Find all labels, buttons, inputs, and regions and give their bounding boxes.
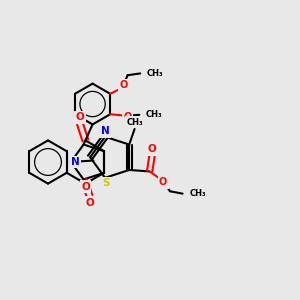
Text: N: N (71, 157, 80, 167)
Text: CH₃: CH₃ (146, 110, 163, 119)
Text: S: S (102, 178, 110, 188)
Text: O: O (76, 112, 84, 122)
Text: O: O (81, 182, 90, 192)
Text: CH₃: CH₃ (147, 69, 164, 78)
Text: O: O (123, 112, 131, 122)
Text: O: O (159, 177, 167, 187)
Text: CH₃: CH₃ (127, 118, 143, 127)
Text: O: O (148, 144, 156, 154)
Text: CH₃: CH₃ (189, 189, 206, 198)
Text: N: N (101, 126, 110, 136)
Text: O: O (85, 198, 94, 208)
Text: O: O (120, 80, 128, 90)
